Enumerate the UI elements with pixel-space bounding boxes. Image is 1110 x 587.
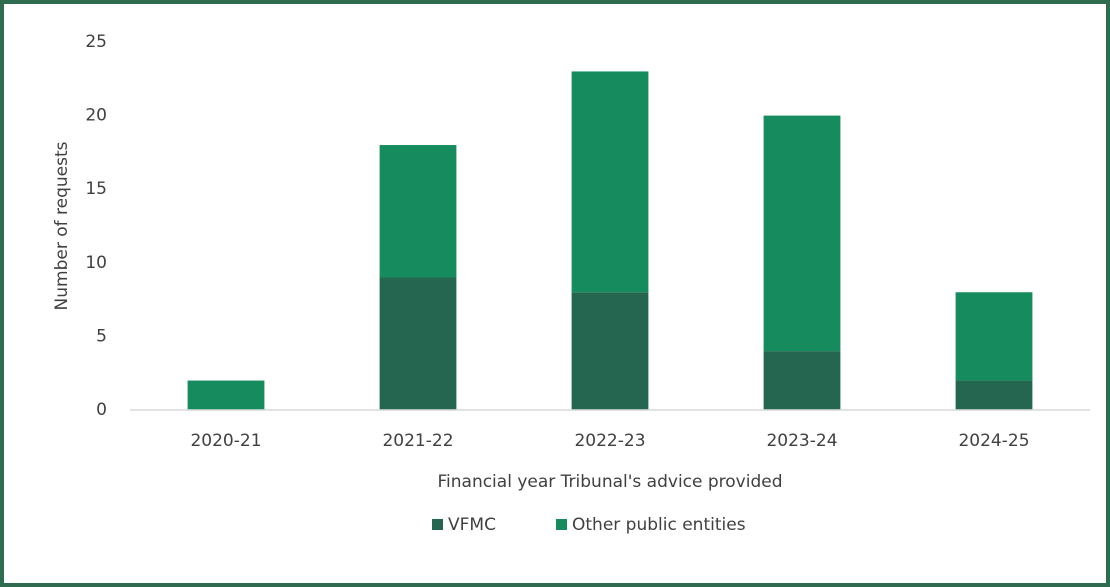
legend-swatch	[556, 519, 567, 530]
bar-segment	[955, 380, 1033, 410]
y-tick-label: 20	[85, 106, 107, 126]
y-tick-label: 0	[96, 400, 107, 420]
bar-segment	[763, 351, 841, 410]
x-tick-label: 2022-23	[574, 431, 645, 451]
y-tick-label: 10	[85, 253, 107, 273]
bar-segment	[763, 115, 841, 352]
legend-swatch	[432, 519, 443, 530]
y-tick-label: 5	[96, 326, 107, 346]
y-tick-label: 15	[85, 179, 107, 199]
bar-segment	[379, 145, 457, 278]
x-axis-label: Financial year Tribunal's advice provide…	[437, 472, 782, 492]
bar-segment	[379, 277, 457, 410]
x-tick-label: 2024-25	[958, 431, 1029, 451]
legend-label: VFMC	[448, 515, 496, 535]
x-tick-label: 2023-24	[766, 431, 837, 451]
bar-segment	[571, 292, 649, 410]
bar-segment	[187, 380, 265, 410]
y-tick-label: 25	[85, 32, 107, 52]
y-axis-label: Number of requests	[52, 141, 72, 310]
x-tick-label: 2020-21	[190, 431, 261, 451]
bar-segment	[955, 292, 1033, 381]
legend-label: Other public entities	[572, 515, 746, 535]
bar-segment	[571, 71, 649, 293]
x-tick-label: 2021-22	[382, 431, 453, 451]
